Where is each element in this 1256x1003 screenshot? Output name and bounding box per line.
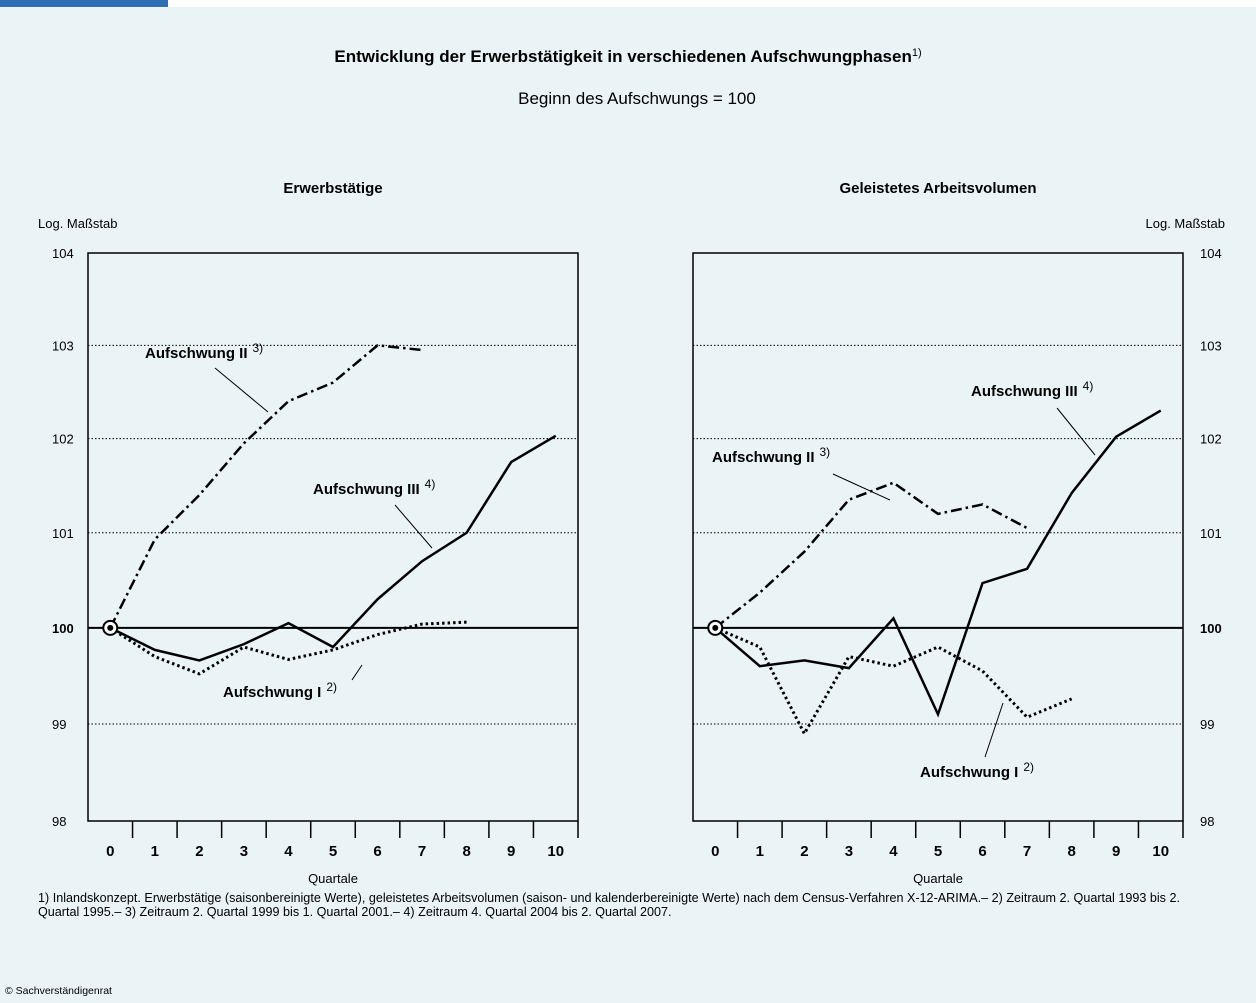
series-label: Aufschwung I 2) bbox=[920, 760, 1034, 781]
x-axis-label: Quartale bbox=[913, 871, 963, 886]
x-tick-label: 7 bbox=[1023, 843, 1031, 860]
y-axis-label: Log. Maßstab bbox=[38, 216, 118, 231]
x-tick-label: 2 bbox=[195, 843, 203, 860]
series-name: Aufschwung I bbox=[920, 764, 1018, 781]
series-name: Aufschwung II bbox=[145, 345, 248, 362]
y-tick-label: 98 bbox=[52, 814, 66, 829]
leader-line bbox=[832, 473, 891, 501]
y-tick-label: 101 bbox=[52, 526, 74, 541]
x-tick-label: 0 bbox=[711, 843, 719, 860]
y-tick-label: 103 bbox=[52, 338, 74, 353]
x-tick-label: 3 bbox=[845, 843, 853, 860]
series-label: Aufschwung III 4) bbox=[313, 477, 435, 498]
x-tick-label: 5 bbox=[934, 843, 942, 860]
x-tick-label: 10 bbox=[547, 843, 564, 860]
x-tick-label: 6 bbox=[978, 843, 986, 860]
x-tick-label: 9 bbox=[507, 843, 515, 860]
y-tick-label: 102 bbox=[1200, 432, 1222, 447]
x-tick-label: 6 bbox=[373, 843, 381, 860]
series-line bbox=[714, 409, 1162, 718]
plot-area bbox=[692, 252, 1184, 822]
series-label: Aufschwung II 3) bbox=[712, 445, 830, 466]
series-note: 2) bbox=[1023, 760, 1034, 774]
footnotes: 1) Inlandskonzept. Erwerbstätige (saison… bbox=[38, 891, 1180, 919]
y-tick-label: 102 bbox=[52, 432, 74, 447]
x-axis-label: Quartale bbox=[308, 871, 358, 886]
subtitle: Beginn des Aufschwungs = 100 bbox=[518, 89, 756, 108]
series-line bbox=[714, 481, 1028, 629]
leader-line bbox=[394, 504, 433, 549]
series-name: Aufschwung I bbox=[223, 684, 321, 701]
x-tick-label: 4 bbox=[889, 843, 898, 860]
charts: Entwicklung der Erwerbstätigkeit in vers… bbox=[38, 47, 1226, 886]
plot-area bbox=[87, 252, 579, 822]
y-tick-label: 104 bbox=[1200, 246, 1222, 261]
series-name: Aufschwung II bbox=[712, 449, 815, 466]
y-tick-label: 98 bbox=[1200, 814, 1214, 829]
panel-title: Erwerbstätige bbox=[283, 180, 382, 197]
series-label: Aufschwung I 2) bbox=[223, 680, 337, 701]
series-line bbox=[109, 344, 423, 629]
y-tick-label: 100 bbox=[52, 621, 74, 636]
origin-dot bbox=[712, 624, 719, 631]
series-name: Aufschwung III bbox=[971, 383, 1078, 400]
x-tick-label: 7 bbox=[418, 843, 426, 860]
x-tick-label: 0 bbox=[106, 843, 114, 860]
series-note: 4) bbox=[425, 477, 436, 491]
series-note: 3) bbox=[253, 341, 264, 355]
x-tick-label: 8 bbox=[462, 843, 470, 860]
y-tick-label: 103 bbox=[1200, 338, 1222, 353]
panel-title: Geleistetes Arbeitsvolumen bbox=[839, 180, 1036, 197]
y-axis-label: Log. Maßstab bbox=[1146, 216, 1226, 231]
title: Entwicklung der Erwerbstätigkeit in vers… bbox=[334, 47, 921, 66]
background: Entwicklung der Erwerbstätigkeit in vers… bbox=[0, 7, 1256, 1003]
x-tick-label: 2 bbox=[800, 843, 808, 860]
leader-line bbox=[214, 367, 269, 413]
tab bbox=[0, 0, 168, 7]
series-note: 3) bbox=[820, 445, 831, 459]
title-note: 1) bbox=[912, 47, 922, 59]
series-line bbox=[109, 620, 467, 676]
origin-dot bbox=[107, 624, 114, 631]
x-tick-label: 10 bbox=[1152, 843, 1169, 860]
series-name: Aufschwung III bbox=[313, 481, 420, 498]
x-tick-label: 3 bbox=[240, 843, 248, 860]
leader-line bbox=[1056, 407, 1096, 456]
series-note: 4) bbox=[1083, 379, 1094, 393]
x-tick-label: 9 bbox=[1112, 843, 1120, 860]
leader-line bbox=[984, 702, 1004, 758]
series-line bbox=[714, 626, 1073, 737]
title-text: Entwicklung der Erwerbstätigkeit in vers… bbox=[334, 47, 912, 66]
series-line bbox=[109, 434, 557, 662]
series-label: Aufschwung III 4) bbox=[971, 379, 1093, 400]
series-note: 2) bbox=[326, 680, 337, 694]
y-tick-label: 100 bbox=[1200, 621, 1222, 636]
y-tick-label: 99 bbox=[52, 717, 66, 732]
y-tick-label: 99 bbox=[1200, 717, 1214, 732]
x-tick-label: 1 bbox=[756, 843, 764, 860]
y-tick-label: 104 bbox=[52, 246, 74, 261]
x-tick-label: 4 bbox=[284, 843, 293, 860]
source: © Sachverständigenrat bbox=[5, 985, 112, 997]
series-label: Aufschwung II 3) bbox=[145, 341, 263, 362]
y-tick-label: 101 bbox=[1200, 526, 1222, 541]
x-tick-label: 5 bbox=[329, 843, 337, 860]
leader-line bbox=[351, 664, 363, 681]
x-tick-label: 8 bbox=[1067, 843, 1075, 860]
x-tick-label: 1 bbox=[151, 843, 159, 860]
